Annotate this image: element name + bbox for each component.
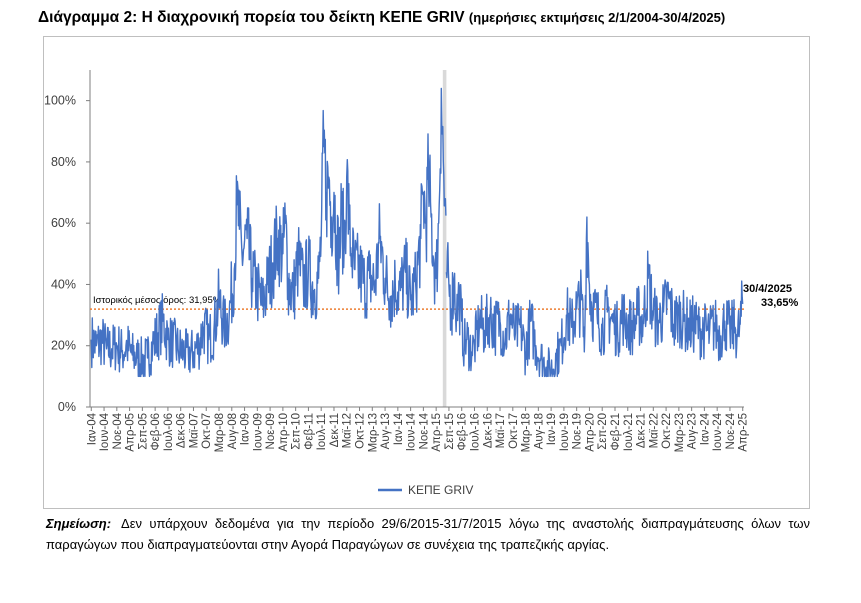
x-tick-label: Απρ-10 bbox=[278, 413, 290, 452]
historical-mean-label: Ιστορικός μέσος όρος: 31,95% bbox=[93, 295, 222, 306]
x-tick-label: Μαρ-23 bbox=[674, 413, 686, 452]
gap-period-band bbox=[442, 70, 447, 407]
series-line-griv bbox=[90, 87, 447, 378]
x-tick-label: Σεπ-10 bbox=[291, 413, 303, 450]
x-tick-label: Ιουν-19 bbox=[559, 413, 571, 451]
x-tick-label: Αυγ-18 bbox=[533, 413, 545, 449]
y-tick-label: 40% bbox=[51, 277, 76, 291]
x-tick-label: Ιαν-09 bbox=[240, 413, 252, 445]
x-tick-label: Ιουν-14 bbox=[406, 412, 418, 451]
x-tick-label: Οκτ-22 bbox=[661, 413, 673, 449]
x-tick-label: Φεβ-11 bbox=[303, 413, 315, 450]
x-tick-label: Μαρ-13 bbox=[367, 413, 379, 452]
x-tick-label: Μαρ-18 bbox=[521, 413, 533, 452]
x-tick-label: Ιουλ-06 bbox=[163, 413, 175, 451]
x-tick-label: Απρ-15 bbox=[431, 413, 443, 452]
x-tick-label: Μαϊ-17 bbox=[495, 413, 507, 448]
x-tick-label: Δεκ-11 bbox=[329, 413, 341, 447]
x-tick-label: Μαϊ-07 bbox=[188, 413, 200, 448]
x-tick-label: Δεκ-06 bbox=[176, 413, 188, 448]
x-tick-label: Σεπ-20 bbox=[597, 413, 609, 450]
x-tick-label: Ιαν-04 bbox=[86, 412, 98, 445]
note-label: Σημείωση: bbox=[46, 516, 112, 531]
x-tick-label: Αυγ-08 bbox=[227, 413, 239, 449]
x-tick-label: Αυγ-23 bbox=[687, 413, 699, 449]
note-text: Δεν υπάρχουν δεδομένα για την περίοδο 29… bbox=[46, 516, 810, 552]
last-value-label: 33,65% bbox=[761, 297, 799, 309]
y-tick-label: 0% bbox=[58, 400, 76, 414]
x-tick-label: Δεκ-16 bbox=[482, 413, 494, 448]
x-tick-label: Ιαν-14 bbox=[393, 412, 405, 445]
x-tick-label: Ιουλ-11 bbox=[316, 413, 328, 450]
x-tick-label: Οκτ-17 bbox=[508, 413, 520, 449]
x-tick-label: Νοε-09 bbox=[265, 413, 277, 449]
note-paragraph: Σημείωση: Δεν υπάρχουν δεδομένα για την π… bbox=[46, 514, 810, 555]
chart-title: Διάγραμμα 2: Η διαχρονική πορεία του δεί… bbox=[38, 9, 725, 27]
chart-title-period: (ημερήσιες εκτιμήσεις 2/1/2004-30/4/2025… bbox=[468, 10, 726, 25]
y-tick-label: 20% bbox=[51, 339, 76, 353]
x-tick-label: Φεβ-06 bbox=[150, 413, 162, 451]
x-tick-label: Οκτ-12 bbox=[355, 413, 367, 449]
x-tick-label: Μαϊ-22 bbox=[648, 413, 660, 448]
x-tick-label: Αυγ-13 bbox=[380, 413, 392, 449]
x-tick-label: Οκτ-07 bbox=[201, 413, 213, 449]
x-tick-label: Απρ-05 bbox=[125, 413, 137, 452]
x-tick-label: Σεπ-15 bbox=[444, 413, 456, 450]
y-tick-label: 80% bbox=[51, 155, 76, 169]
x-tick-label: Μαρ-08 bbox=[214, 413, 226, 452]
x-tick-label: Νοε-19 bbox=[572, 413, 584, 449]
x-tick-label: Ιουλ-21 bbox=[623, 413, 635, 451]
chart-frame bbox=[43, 36, 810, 509]
x-tick-label: Ιουν-04 bbox=[99, 412, 111, 451]
y-tick-label: 100% bbox=[44, 94, 76, 108]
x-tick-label: Νοε-04 bbox=[112, 412, 124, 449]
legend-label: ΚΕΠΕ GRIV bbox=[408, 483, 473, 497]
x-tick-label: Μαϊ-12 bbox=[342, 413, 354, 448]
x-tick-label: Ιουλ-16 bbox=[469, 413, 481, 451]
x-tick-label: Δεκ-21 bbox=[636, 413, 648, 448]
x-tick-label: Απρ-20 bbox=[584, 413, 596, 452]
x-tick-label: Ιουν-09 bbox=[252, 413, 264, 451]
x-tick-label: Ιαν-24 bbox=[699, 412, 711, 445]
x-tick-label: Φεβ-16 bbox=[457, 413, 469, 451]
x-tick-label: Φεβ-21 bbox=[610, 413, 622, 451]
x-tick-label: Ιαν-19 bbox=[546, 413, 558, 445]
last-date-label: 30/4/2025 bbox=[743, 283, 792, 295]
y-tick-label: 60% bbox=[51, 216, 76, 230]
x-tick-label: Ιουν-24 bbox=[712, 412, 724, 451]
series-line-griv bbox=[445, 216, 744, 378]
x-tick-label: Απρ-25 bbox=[738, 413, 750, 452]
x-tick-label: Σεπ-05 bbox=[137, 413, 149, 450]
x-tick-label: Νοε-24 bbox=[725, 412, 737, 449]
x-tick-label: Νοε-14 bbox=[418, 412, 430, 449]
chart-title-main: Διάγραμμα 2: Η διαχρονική πορεία του δεί… bbox=[38, 9, 465, 26]
